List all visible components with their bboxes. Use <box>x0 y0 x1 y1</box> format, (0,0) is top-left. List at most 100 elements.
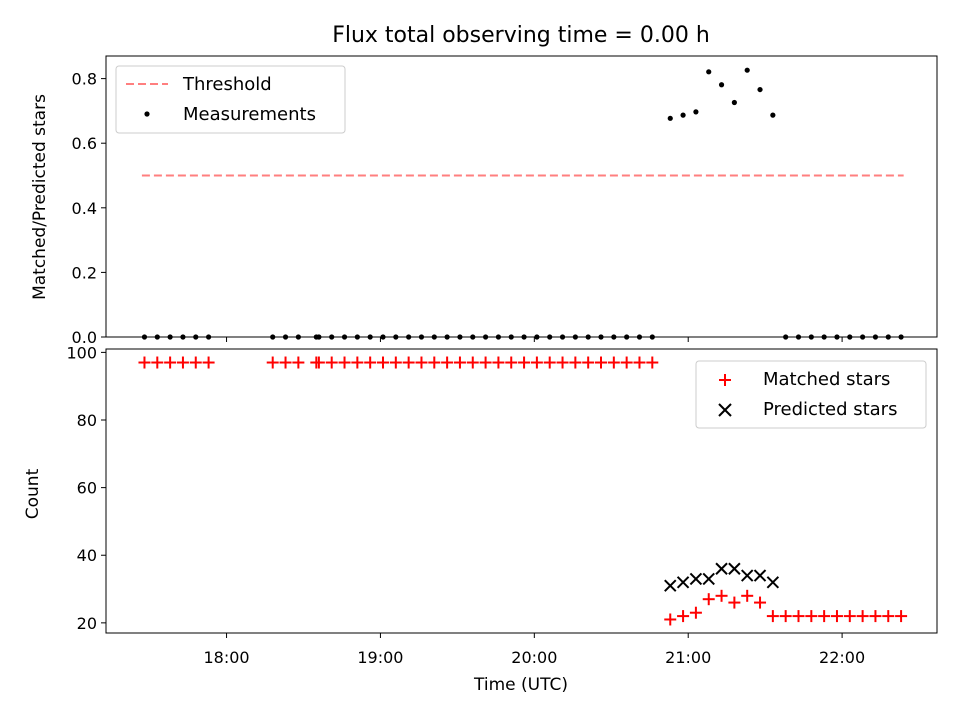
measurement-point <box>770 112 776 118</box>
top-legend: Threshold Measurements <box>115 65 346 134</box>
matched-star-point <box>189 356 202 369</box>
matched-star-point <box>869 610 882 623</box>
bottom-legend-box <box>695 360 927 429</box>
bottom-x-tick-label: 20:00 <box>511 648 557 667</box>
matched-star-point <box>805 610 818 623</box>
matched-star-point <box>402 356 415 369</box>
matched-star-point <box>543 356 556 369</box>
bottom-y-tick-label: 80 <box>77 411 97 430</box>
measurement-point <box>731 99 737 106</box>
matched-star-point <box>792 610 805 623</box>
top-axes-frame <box>105 55 938 338</box>
matched-star-point <box>266 356 279 369</box>
matched-star-point <box>664 613 677 626</box>
matched-star-point <box>453 356 466 369</box>
bottom-x-tick-label: 22:00 <box>819 648 865 667</box>
matched-star-point <box>607 356 620 369</box>
bottom-xlabel: Time (UTC) <box>473 675 568 695</box>
bottom-y-ticks: 20 40 60 80 100 <box>66 343 106 633</box>
matched-star-point <box>715 589 728 602</box>
matched-star-point <box>338 356 351 369</box>
measurement-point <box>693 109 699 115</box>
matched-star-point <box>505 356 518 369</box>
measurement-point <box>757 86 763 93</box>
top-y-tick-label: 0.2 <box>72 263 97 282</box>
matched-star-point <box>292 356 305 369</box>
measurement-point <box>744 67 750 73</box>
matched-star-point <box>728 596 741 609</box>
legend-threshold-label: Threshold <box>182 74 272 95</box>
matched-star-point <box>779 610 792 623</box>
top-y-tick-label: 0.6 <box>72 134 97 153</box>
matched-star-point <box>556 356 569 369</box>
matched-star-point <box>441 356 454 369</box>
top-x-ticks <box>226 337 843 342</box>
top-ylabel: Matched/Predicted stars <box>30 94 50 300</box>
matched-star-point <box>312 356 325 369</box>
matched-star-point <box>689 606 702 619</box>
top-y-tick-label: 0.0 <box>72 328 97 347</box>
matched-star-point <box>595 356 608 369</box>
bottom-ylabel: Count <box>23 468 43 519</box>
measurement-point <box>706 69 712 75</box>
matched-star-point <box>518 356 531 369</box>
matched-star-point <box>754 596 767 609</box>
predicted-star-point <box>715 562 728 575</box>
matched-star-point <box>741 589 754 602</box>
legend-measurements-label: Measurements <box>183 104 316 125</box>
matched-star-point <box>202 356 215 369</box>
bottom-x-tick-label: 18:00 <box>203 648 249 667</box>
matched-star-point <box>479 356 492 369</box>
top-y-ticks: 0.0 0.2 0.4 0.6 0.8 <box>72 70 106 347</box>
matched-star-point <box>620 356 633 369</box>
matched-star-point <box>882 610 895 623</box>
bottom-y-tick-label: 60 <box>77 479 97 498</box>
matched-star-point <box>830 610 843 623</box>
measurement-point <box>718 82 725 88</box>
matched-star-point <box>677 610 690 623</box>
bottom-x-tick-label: 21:00 <box>665 648 711 667</box>
matched-star-point <box>428 356 441 369</box>
matched-star-point <box>633 356 646 369</box>
matched-star-point <box>818 610 831 623</box>
matched-star-point <box>151 356 164 369</box>
predicted-star-point <box>664 579 677 592</box>
measurement-point <box>667 115 673 121</box>
predicted-star-point <box>740 569 754 582</box>
matched-star-point <box>279 356 292 369</box>
matched-star-point <box>702 593 715 606</box>
matched-star-point <box>492 356 505 369</box>
matched-star-point <box>466 356 479 369</box>
top-legend-box <box>115 65 346 134</box>
legend-measurements-swatch <box>144 111 150 117</box>
matched-star-point <box>389 356 402 369</box>
matched-star-point <box>895 610 908 623</box>
matched-star-point <box>856 610 869 623</box>
top-panel: Flux total observing time = 0.00 h Match… <box>30 23 938 347</box>
top-y-tick-label: 0.4 <box>72 199 97 218</box>
top-y-tick-label: 0.8 <box>72 70 97 89</box>
predicted-star-point <box>766 576 780 589</box>
bottom-series <box>138 356 908 626</box>
matched-star-point <box>176 356 189 369</box>
predicted-star-point <box>728 562 741 575</box>
matched-star-point <box>364 356 377 369</box>
bottom-x-tick-label: 19:00 <box>357 648 403 667</box>
legend-matched-swatch <box>719 374 731 386</box>
predicted-star-point <box>702 572 715 586</box>
matched-star-point <box>530 356 543 369</box>
matched-star-point <box>766 610 779 623</box>
matched-star-point <box>351 356 364 369</box>
matched-star-point <box>325 356 338 369</box>
bottom-legend: Matched stars Predicted stars <box>695 360 927 429</box>
matched-star-point <box>569 356 582 369</box>
matched-star-point <box>646 356 659 369</box>
bottom-y-tick-label: 20 <box>77 614 97 633</box>
matched-star-point <box>582 356 595 369</box>
matched-star-point <box>377 356 389 369</box>
bottom-x-ticks: 18:00 19:00 20:00 21:00 22:00 <box>203 633 865 667</box>
bottom-y-tick-label: 40 <box>77 546 97 565</box>
matched-star-point <box>843 610 856 623</box>
measurement-point <box>680 112 686 118</box>
